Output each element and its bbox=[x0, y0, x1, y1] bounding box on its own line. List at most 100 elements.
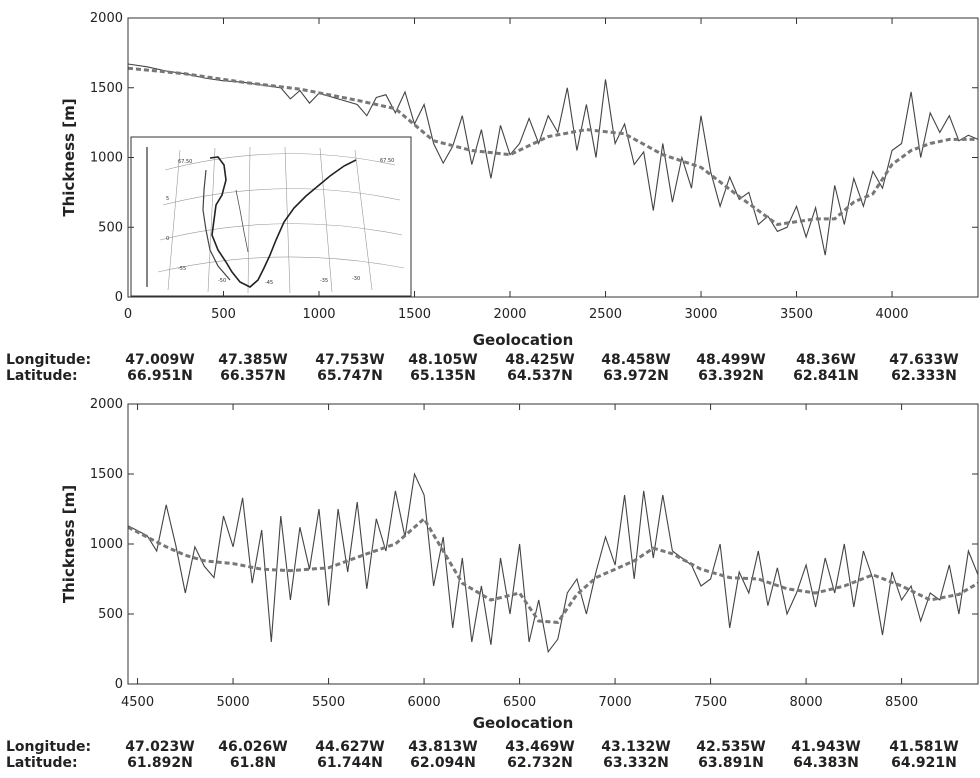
longitude-value: 47.385W bbox=[218, 352, 287, 368]
latitude-value: 62.841N bbox=[793, 368, 859, 384]
y-tick-label: 2000 bbox=[90, 397, 123, 412]
latitude-value: 64.537N bbox=[507, 368, 573, 384]
longitude-value: 48.458W bbox=[601, 352, 670, 368]
inset-map-label: -50 bbox=[218, 278, 226, 284]
latitude-value: 63.392N bbox=[698, 368, 764, 384]
y-axis-label: Thickness [m] bbox=[60, 98, 78, 216]
x-tick-label: 500 bbox=[211, 307, 236, 322]
x-tick-label: 6500 bbox=[503, 695, 536, 710]
inset-map-label: -45 bbox=[265, 280, 273, 286]
y-tick-label: 0 bbox=[115, 290, 123, 305]
series-smoothed-line bbox=[127, 516, 979, 624]
series-layer bbox=[127, 63, 979, 256]
latitude-label: Latitude: bbox=[6, 368, 78, 384]
inset-map-label: 5 bbox=[166, 196, 169, 202]
latitude-value: 62.094N bbox=[410, 755, 476, 771]
inset-map-label: 67.50 bbox=[380, 158, 394, 164]
inset-map-label: 67.50 bbox=[178, 159, 192, 165]
x-tick-label: 0 bbox=[124, 307, 132, 322]
x-tick-label: 8000 bbox=[790, 695, 823, 710]
y-axis-label: Thickness [m] bbox=[60, 485, 78, 603]
inset-graticule-parallel bbox=[162, 188, 401, 206]
inset-map-frame bbox=[130, 136, 412, 297]
inset-graticule-parallel bbox=[159, 223, 403, 241]
x-tick-label: 4500 bbox=[121, 695, 154, 710]
inset-graticule-meridian bbox=[167, 149, 181, 291]
plot-frame bbox=[127, 403, 979, 685]
inset-graticule-meridian bbox=[354, 149, 373, 291]
y-tick-label: 0 bbox=[115, 677, 123, 692]
inset-graticule-parallel bbox=[157, 256, 405, 273]
y-tick-label: 500 bbox=[98, 607, 123, 622]
x-tick-label: 3500 bbox=[780, 307, 813, 322]
longitude-value: 48.36W bbox=[796, 352, 856, 368]
longitude-label: Longitude: bbox=[6, 352, 91, 368]
y-tick-label: 1000 bbox=[90, 151, 123, 166]
x-tick-label: 3000 bbox=[684, 307, 717, 322]
x-tick-label: 1500 bbox=[398, 307, 431, 322]
x-tick-label: 1000 bbox=[302, 307, 335, 322]
inset-graticule-meridian bbox=[247, 146, 251, 294]
series-smoothed-line bbox=[127, 66, 978, 227]
inset-map-label: -30 bbox=[352, 276, 360, 282]
thickness-chart-bottom: 4500 5000 5500 6000 6500 7000 7500 8000 8500 0 500… bbox=[6, 397, 979, 771]
longitude-value: 47.023W bbox=[125, 739, 194, 755]
longitude-value: 43.469W bbox=[505, 739, 574, 755]
y-tick-label: 1500 bbox=[90, 81, 123, 96]
longitude-value: 46.026W bbox=[218, 739, 287, 755]
series-raw-line bbox=[127, 63, 979, 256]
inset-graticule-meridian bbox=[207, 147, 216, 293]
latitude-value: 62.732N bbox=[507, 755, 573, 771]
latitude-value: 63.891N bbox=[698, 755, 764, 771]
x-tick-label: 4000 bbox=[875, 307, 908, 322]
series-layer bbox=[127, 472, 979, 654]
latitude-label: Latitude: bbox=[6, 755, 78, 771]
latitude-value: 65.747N bbox=[317, 368, 383, 384]
ticks: 0 500 1000 1500 2000 2500 3000 3500 4000 0 500 1000… bbox=[90, 11, 978, 322]
longitude-value: 42.535W bbox=[696, 739, 765, 755]
longitude-value: 48.425W bbox=[505, 352, 574, 368]
y-tick-label: 2000 bbox=[90, 11, 123, 26]
longitude-value: 44.627W bbox=[315, 739, 384, 755]
geolocation-labels: Longitude:Latitude: 47.023W 46.026W 44.627W… bbox=[6, 739, 959, 771]
latitude-value: 61.8N bbox=[230, 755, 276, 771]
latitude-value: 66.951N bbox=[127, 368, 193, 384]
x-tick-label: 2000 bbox=[493, 307, 526, 322]
longitude-value: 41.581W bbox=[889, 739, 958, 755]
x-axis-label: Geolocation bbox=[473, 331, 574, 349]
x-tick-label: 5000 bbox=[217, 695, 250, 710]
longitude-value: 43.813W bbox=[408, 739, 477, 755]
longitude-value: 48.499W bbox=[696, 352, 765, 368]
latitude-value: 61.744N bbox=[317, 755, 383, 771]
inset-graticule-parallel bbox=[164, 153, 396, 171]
inset-map-label: 0 bbox=[166, 236, 169, 242]
inset-graticule-meridian bbox=[284, 146, 291, 294]
inset-map-label: -55 bbox=[178, 266, 186, 272]
y-tick-label: 1500 bbox=[90, 467, 123, 482]
inset-map: 67.50 67.50 -55 -50 -45 -35 -30 0 5 bbox=[130, 136, 412, 297]
longitude-value: 47.633W bbox=[889, 352, 958, 368]
latitude-value: 63.972N bbox=[603, 368, 669, 384]
inset-flight-track bbox=[235, 189, 249, 253]
x-tick-label: 5500 bbox=[312, 695, 345, 710]
latitude-value: 64.921N bbox=[891, 755, 957, 771]
x-tick-label: 2500 bbox=[589, 307, 622, 322]
geolocation-labels: Longitude:Latitude: 47.009W 47.385W 47.753W… bbox=[6, 352, 959, 384]
inset-coastline-inner bbox=[202, 169, 231, 281]
inset-map-label: -35 bbox=[320, 278, 328, 284]
longitude-label: Longitude: bbox=[6, 739, 91, 755]
x-tick-label: 7000 bbox=[599, 695, 632, 710]
longitude-value: 41.943W bbox=[791, 739, 860, 755]
inset-coastline bbox=[209, 156, 357, 288]
x-tick-label: 7500 bbox=[694, 695, 727, 710]
inset-graticule-meridian bbox=[319, 147, 333, 293]
longitude-value: 47.753W bbox=[315, 352, 384, 368]
ticks: 4500 5000 5500 6000 6500 7000 7500 8000 8500 0 500… bbox=[90, 397, 978, 710]
longitude-value: 43.132W bbox=[601, 739, 670, 755]
longitude-value: 47.009W bbox=[125, 352, 194, 368]
longitude-value: 48.105W bbox=[408, 352, 477, 368]
series-raw-line bbox=[127, 472, 979, 654]
latitude-value: 62.333N bbox=[891, 368, 957, 384]
x-axis-label: Geolocation bbox=[473, 714, 574, 732]
